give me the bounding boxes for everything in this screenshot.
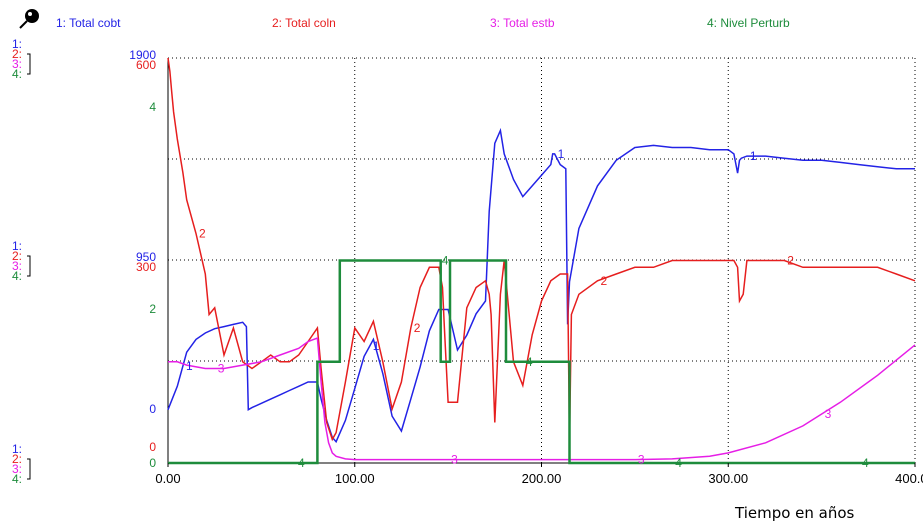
legend-item-total-cobt: 1: Total cobt xyxy=(56,16,121,30)
axis-scale-value: 0 xyxy=(149,456,156,470)
axis-bracket xyxy=(27,53,31,75)
x-tick-label: 300.00 xyxy=(708,471,748,486)
series-marker-2: 2 xyxy=(601,274,608,288)
axis-scale-value: 1900 xyxy=(129,48,156,62)
axis-series-number: 1: xyxy=(12,239,22,253)
series-marker-2: 2 xyxy=(199,227,206,241)
axis-bracket xyxy=(27,255,31,277)
series-marker-1: 1 xyxy=(558,147,565,161)
x-axis-ticks: 0.00 100.00 200.00 300.00 400.00 xyxy=(155,463,923,486)
x-tick-label: 200.00 xyxy=(522,471,562,486)
axis-scale-value: 0 xyxy=(149,440,156,454)
series-marker-4: 4 xyxy=(675,456,682,470)
axis-series-number: 2: xyxy=(12,452,22,466)
axis-series-number: 3: xyxy=(12,462,22,476)
legend-item-total-estb: 3: Total estb xyxy=(490,16,555,30)
series-line-4 xyxy=(168,259,915,465)
series-layer xyxy=(167,57,916,465)
axis-scale-value: 0 xyxy=(149,402,156,416)
axis-series-number: 3: xyxy=(12,57,22,71)
series-marker-1: 1 xyxy=(373,339,380,353)
axis-series-number: 3: xyxy=(12,259,22,273)
legend-item-nivel-perturb: 4: Nivel Perturb xyxy=(707,16,790,30)
axis-bracket xyxy=(27,458,31,480)
series-marker-3: 3 xyxy=(218,362,225,376)
series-marker-4: 4 xyxy=(526,355,533,369)
x-tick-label: 400.00 xyxy=(895,471,923,486)
axis-series-number: 4: xyxy=(12,472,22,486)
series-marker-2: 2 xyxy=(787,254,794,268)
axis-scale-value: 300 xyxy=(136,260,156,274)
x-tick-label: 100.00 xyxy=(335,471,375,486)
series-line-1 xyxy=(167,127,915,444)
x-axis-title: Tiempo en años xyxy=(734,504,855,522)
axis-series-number: 1: xyxy=(12,37,22,51)
axis-series-number: 4: xyxy=(12,269,22,283)
legend: 1: Total cobt 2: Total coln 3: Total est… xyxy=(56,16,790,30)
axis-series-number: 2: xyxy=(12,47,22,61)
axis-scale-value: 4 xyxy=(149,100,156,114)
axis-scale-value: 2 xyxy=(149,302,156,316)
series-marker-1: 1 xyxy=(750,149,757,163)
legend-item-total-coln: 2: Total coln xyxy=(272,16,336,30)
axis-scale-value: 950 xyxy=(136,250,156,264)
series-marker-3: 3 xyxy=(638,453,645,467)
series-marker-2: 2 xyxy=(414,321,421,335)
axis-series-number: 2: xyxy=(12,249,22,263)
series-marker-3: 3 xyxy=(451,453,458,467)
series-marker-4: 4 xyxy=(442,254,449,268)
series-markers: 1 1 1 1 2 2 2 2 3 3 3 3 4 4 4 4 4 xyxy=(186,147,869,470)
series-marker-3: 3 xyxy=(825,407,832,421)
series-marker-4: 4 xyxy=(298,456,305,470)
axis-series-number: 4: xyxy=(12,67,22,81)
series-marker-1: 1 xyxy=(186,359,193,373)
series-line-3 xyxy=(168,337,916,461)
grid xyxy=(167,57,916,464)
axis-scale-value: 600 xyxy=(136,58,156,72)
pin-icon[interactable] xyxy=(19,9,39,29)
y-axis-scales: 1:2:3:4:190060041:2:3:4:95030021:2:3:4:0… xyxy=(12,37,156,486)
series-marker-4: 4 xyxy=(862,456,869,470)
x-tick-label: 0.00 xyxy=(155,471,180,486)
axis-series-number: 1: xyxy=(12,442,22,456)
